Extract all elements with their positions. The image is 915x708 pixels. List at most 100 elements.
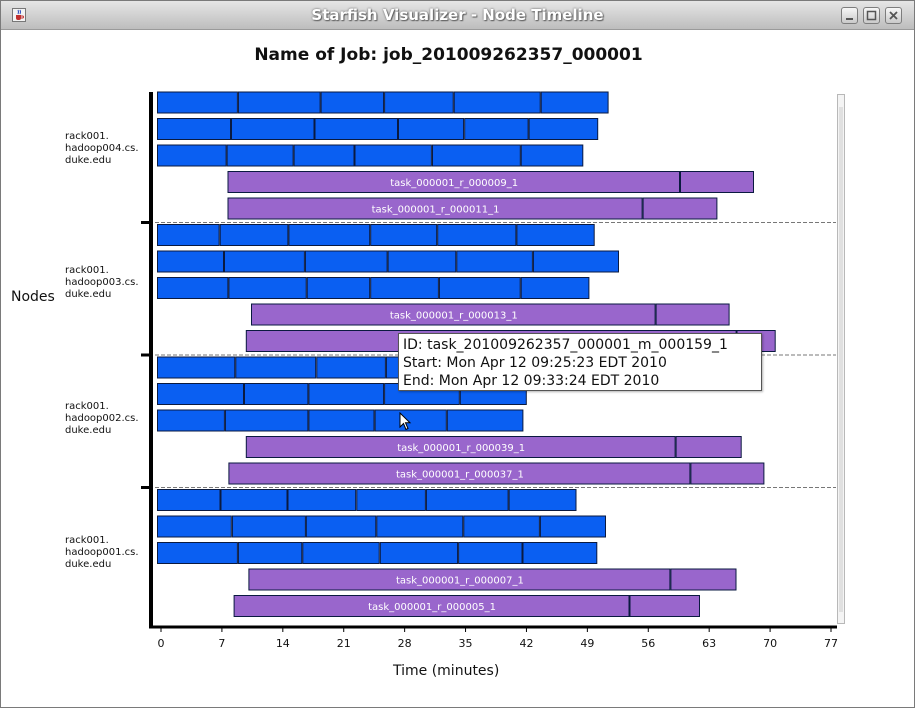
reduce-task-bar [680, 171, 754, 193]
map-task-bar [508, 489, 577, 511]
task-tooltip: ID: task_201009262357_000001_m_000159_1 … [398, 333, 762, 391]
map-task-bar [516, 224, 595, 246]
map-task-bar [293, 144, 355, 167]
map-task-bar [539, 515, 607, 538]
minimize-button[interactable] [841, 7, 858, 24]
map-task-bar [354, 144, 432, 167]
map-task-bar [157, 91, 238, 114]
reduce-task-bar [690, 462, 765, 485]
scrollbar-thumb[interactable] [839, 107, 843, 612]
reduce-task-bar [245, 436, 676, 458]
close-icon [889, 11, 898, 20]
title-bar[interactable]: Starfish Visualizer - Node Timeline [1, 1, 914, 30]
reduce-task-bar [670, 568, 737, 591]
x-tick-label: 56 [641, 637, 655, 650]
reduce-task-bar [675, 436, 742, 458]
map-task-bar [398, 118, 465, 140]
map-task-bar [456, 250, 533, 273]
x-tick-label: 28 [398, 637, 412, 650]
close-button[interactable] [885, 7, 902, 24]
reduce-task-bar [629, 595, 700, 617]
map-task-bar [370, 277, 439, 299]
java-cup-icon [12, 8, 26, 22]
node-label: rack001. hadoop001.cs. duke.edu [65, 535, 139, 570]
x-tick-label: 70 [763, 637, 777, 650]
map-task-bar [244, 383, 309, 405]
map-task-bar [237, 91, 321, 114]
reduce-task-bar [228, 462, 691, 485]
map-task-bar [157, 515, 232, 538]
reduce-task-bar [251, 303, 656, 326]
map-task-bar [520, 144, 584, 167]
map-task-bar [528, 118, 599, 140]
map-task-bar [464, 118, 529, 140]
map-task-bar [224, 409, 309, 432]
reduce-task-bar [227, 197, 643, 220]
reduce-task-label: task_000001_r_000007_1 [396, 576, 524, 587]
reduce-task-label: task_000001_r_000037_1 [396, 470, 524, 481]
map-task-bar [437, 224, 517, 246]
map-task-bar [231, 515, 306, 538]
map-task-bar [425, 489, 509, 511]
map-task-bar [237, 542, 303, 564]
map-task-bar [306, 277, 371, 299]
reduce-task-bar [227, 171, 680, 193]
map-task-bar [453, 91, 541, 114]
maximize-icon [866, 10, 877, 21]
reduce-task-bar [248, 568, 671, 591]
x-tick-label: 7 [218, 637, 225, 650]
map-task-bar [374, 409, 447, 432]
window-title: Starfish Visualizer - Node Timeline [311, 6, 604, 24]
x-tick-label: 14 [276, 637, 290, 650]
x-tick-label: 35 [459, 637, 473, 650]
map-task-bar [305, 515, 377, 538]
map-task-bar [157, 250, 224, 273]
x-tick-label: 0 [158, 637, 165, 650]
map-task-bar [157, 383, 244, 405]
x-tick-label: 77 [824, 637, 838, 650]
map-task-bar [224, 250, 305, 273]
chart-title: Name of Job: job_201009262357_000001 [254, 45, 643, 65]
map-task-bar [157, 224, 220, 246]
map-task-bar [157, 118, 231, 140]
map-task-bar [287, 489, 357, 511]
x-tick-label: 21 [337, 637, 351, 650]
map-task-bar [463, 515, 540, 538]
map-task-bar [157, 409, 225, 432]
mouse-cursor-icon [399, 412, 412, 431]
map-task-bar [228, 277, 307, 299]
map-task-bar [157, 489, 221, 511]
vertical-scrollbar[interactable] [837, 94, 845, 624]
map-task-bar [446, 409, 524, 432]
map-task-bar [370, 224, 438, 246]
map-task-bar [387, 250, 457, 273]
map-task-bar [379, 542, 459, 564]
map-task-bar [219, 224, 289, 246]
map-task-bar [540, 91, 609, 114]
map-task-bar [438, 277, 521, 299]
map-task-bar [302, 542, 380, 564]
map-task-bar [356, 489, 426, 511]
map-task-bar [235, 356, 317, 379]
reduce-task-label: task_000001_r_000009_1 [390, 178, 518, 189]
map-task-bar [308, 383, 385, 405]
x-tick-label: 63 [702, 637, 716, 650]
map-task-bar [220, 489, 288, 511]
map-task-bar [316, 356, 386, 379]
map-task-bar [157, 356, 236, 379]
map-task-bar [288, 224, 371, 246]
map-task-bar [314, 118, 398, 140]
minimize-icon [846, 18, 853, 20]
reduce-task-bar [655, 303, 730, 326]
map-task-bar [226, 144, 294, 167]
maximize-button[interactable] [863, 7, 880, 24]
node-label: rack001. hadoop002.cs. duke.edu [65, 401, 139, 436]
node-label: rack001. hadoop003.cs. duke.edu [65, 265, 139, 300]
reduce-task-label: task_000001_r_000039_1 [397, 443, 525, 454]
map-task-bar [157, 144, 227, 167]
node-label: rack001. hadoop004.cs. duke.edu [65, 131, 139, 166]
map-task-bar [532, 250, 620, 273]
y-axis-label: Nodes [11, 289, 55, 305]
